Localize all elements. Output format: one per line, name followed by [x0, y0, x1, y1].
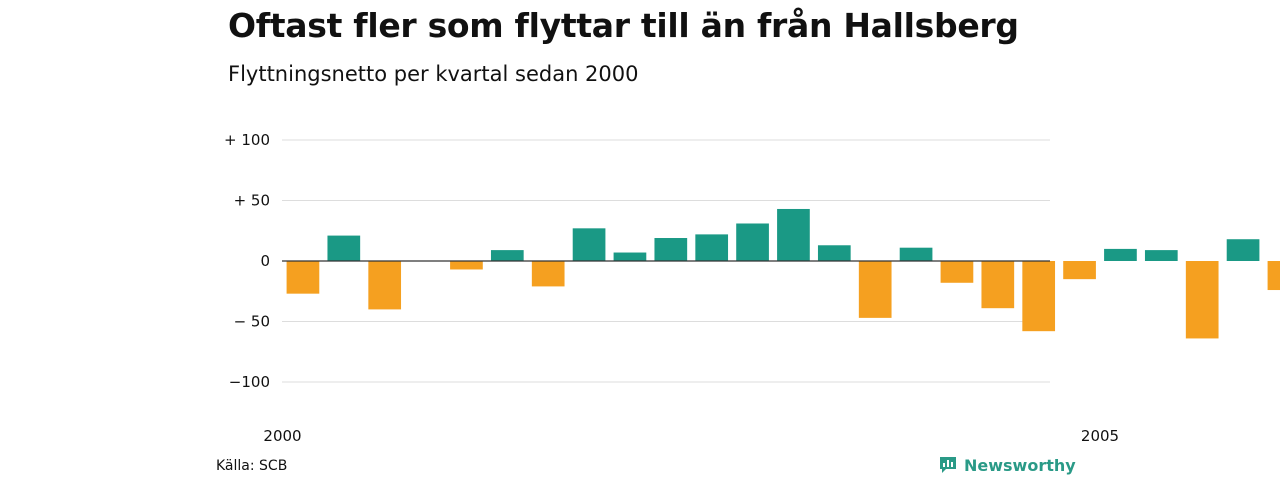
bar-positive: [695, 234, 729, 261]
bar-positive: [613, 252, 647, 261]
bar-positive: [817, 245, 851, 261]
bar-positive: [736, 223, 769, 261]
bar-positive: [1144, 250, 1178, 261]
newsworthy-logo-icon: [940, 457, 956, 473]
brand-name: Newsworthy: [964, 455, 1076, 475]
bar-negative: [368, 261, 402, 310]
bar-positive: [654, 238, 688, 261]
x-tick-label: 2000: [263, 427, 301, 445]
bar-negative: [531, 261, 565, 287]
brand-logo[interactable]: Newsworthy: [938, 455, 1076, 475]
y-tick-label: + 50: [234, 192, 270, 210]
bar-positive: [327, 235, 361, 261]
bar-negative: [286, 261, 320, 294]
y-tick-label: − 50: [234, 313, 270, 331]
bar-negative: [858, 261, 892, 318]
x-tick-label: 2005: [1081, 427, 1119, 445]
bar-negative: [1063, 261, 1096, 280]
bar-negative: [981, 261, 1015, 309]
chart-subtitle: Flyttningsnetto per kvartal sedan 2000: [228, 62, 639, 86]
bar-negative: [1185, 261, 1219, 339]
y-tick-label: −100: [229, 373, 270, 391]
bar-negative: [940, 261, 974, 283]
bar-positive: [572, 228, 606, 261]
bar-positive: [490, 250, 524, 261]
bar-positive: [1226, 239, 1260, 261]
bar-positive: [1104, 248, 1137, 261]
bar-positive: [899, 247, 933, 261]
source-label: Källa: SCB: [216, 458, 288, 474]
y-tick-label: 0: [260, 252, 270, 270]
y-tick-label: + 100: [224, 131, 270, 149]
bar-negative: [1022, 261, 1056, 332]
bar-negative: [1267, 261, 1280, 291]
bar-positive: [777, 208, 810, 261]
bar-negative: [450, 261, 483, 270]
chart-title: Oftast fler som flyttar till än från Hal…: [228, 6, 1019, 45]
